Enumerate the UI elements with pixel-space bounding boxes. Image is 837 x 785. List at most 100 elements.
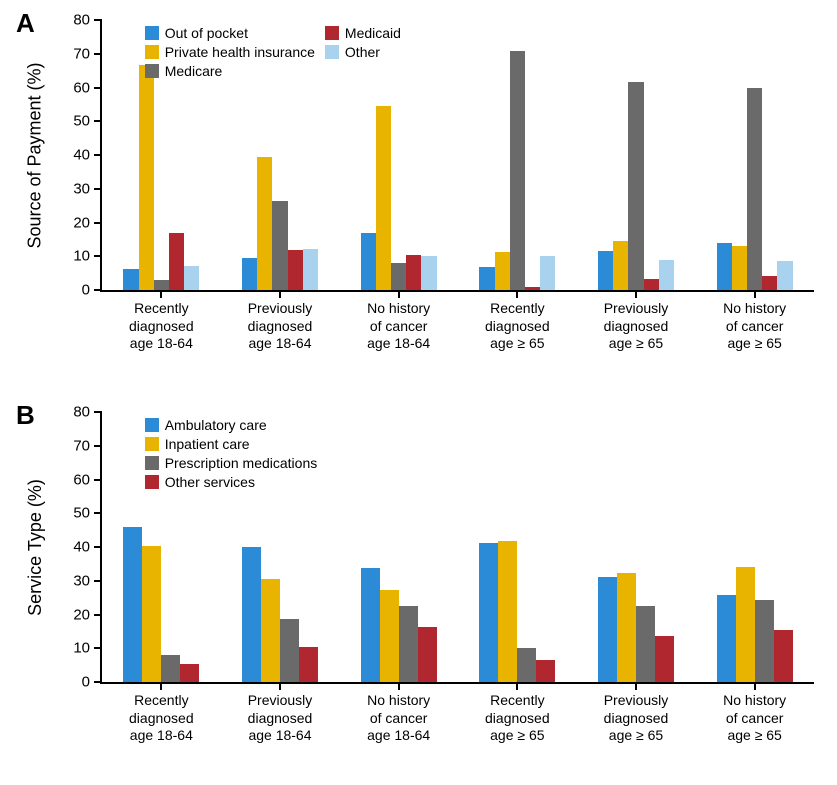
legend-swatch [145,437,159,451]
bar [777,261,792,290]
legend-label: Inpatient care [165,436,250,452]
bar [717,595,736,682]
bar [510,51,525,290]
bar [280,619,299,682]
bar [659,260,674,290]
x-category-label: Previously diagnosed age 18-64 [221,682,340,745]
legend-swatch [145,26,159,40]
bar [399,606,418,682]
y-tick-label: 30 [73,572,102,589]
x-category-label: No history of cancer age 18-64 [339,682,458,745]
bar [613,241,628,290]
bar [479,267,494,290]
y-tick-label: 70 [73,437,102,454]
panel-a-ylabel-text: Source of Payment (%) [25,62,46,248]
legend-column: Out of pocketPrivate health insuranceMed… [145,25,315,82]
bar [617,573,636,682]
panel-a-plot: 01020304050607080Recently diagnosed age … [100,20,814,292]
y-tick-label: 60 [73,471,102,488]
bar [479,543,498,682]
y-tick-label: 50 [73,505,102,522]
legend-swatch [145,418,159,432]
x-category-label: Previously diagnosed age ≥ 65 [577,290,696,353]
bar [598,577,617,682]
legend-swatch [145,475,159,489]
y-tick-label: 40 [73,539,102,556]
bar [288,250,303,291]
legend-item: Inpatient care [145,436,318,452]
legend-item: Ambulatory care [145,417,318,433]
bar [406,255,421,290]
legend: Out of pocket Private health insurance Med… [145,25,411,82]
bar [123,269,138,290]
bar [376,106,391,290]
bar [180,664,199,682]
bar [628,82,643,290]
y-tick-label: 80 [73,12,102,29]
panel-a: A Source of Payment (%) 0102030405060708… [0,0,837,392]
bar [774,630,793,682]
bar [495,252,510,290]
x-category-label: No history of cancer age 18-64 [339,290,458,353]
legend-item: Other [325,44,401,60]
panel-b-ylabel-text: Service Type (%) [25,479,46,616]
legend-swatch [325,45,339,59]
y-tick-label: 30 [73,180,102,197]
bar [361,568,380,682]
legend-item: Other services [145,474,318,490]
legend-item: Medicaid [325,25,401,41]
bar [380,590,399,682]
bar [598,251,613,290]
bar [655,636,674,682]
legend-label: Other [345,44,380,60]
bar [242,547,261,682]
legend-label: Out of pocket [165,25,248,41]
x-category-label: Recently diagnosed age ≥ 65 [458,682,577,745]
legend-swatch [145,456,159,470]
bar [184,266,199,290]
y-tick-label: 20 [73,214,102,231]
x-category-label: Recently diagnosed age 18-64 [102,290,221,353]
panel-a-ylabel: Source of Payment (%) [20,20,50,290]
legend: Ambulatory care Inpatient care Prescriptio… [145,417,328,493]
legend-item: Out of pocket [145,25,315,41]
bar [747,88,762,290]
bar [421,256,436,290]
figure: A Source of Payment (%) 0102030405060708… [0,0,837,785]
bar [261,579,280,682]
legend-label: Prescription medications [165,455,318,471]
y-tick-label: 0 [82,282,102,299]
bar [636,606,655,682]
bar [418,627,437,682]
y-tick-label: 80 [73,404,102,421]
bar [536,660,555,682]
x-category-label: Previously diagnosed age ≥ 65 [577,682,696,745]
y-tick-label: 60 [73,79,102,96]
bar [644,279,659,290]
bar [361,233,376,290]
y-tick-label: 20 [73,606,102,623]
panel-b-plot: 01020304050607080Recently diagnosed age … [100,412,814,684]
bar [732,246,747,290]
legend-label: Private health insurance [165,44,315,60]
legend-label: Ambulatory care [165,417,267,433]
y-tick-label: 10 [73,640,102,657]
legend-item: Private health insurance [145,44,315,60]
legend-label: Medicaid [345,25,401,41]
legend-label: Other services [165,474,255,490]
bar [242,258,257,290]
bar [391,263,406,290]
x-category-label: Recently diagnosed age ≥ 65 [458,290,577,353]
bar [169,233,184,290]
panel-b-ylabel: Service Type (%) [20,412,50,682]
bar [717,243,732,290]
bar [498,541,517,682]
bar [517,648,536,682]
bar [142,546,161,682]
legend-column: Ambulatory care Inpatient care Prescriptio… [145,417,318,493]
bar [154,280,169,290]
bar [123,527,142,682]
bar [299,647,318,682]
bar [257,157,272,290]
x-category-label: Previously diagnosed age 18-64 [221,290,340,353]
